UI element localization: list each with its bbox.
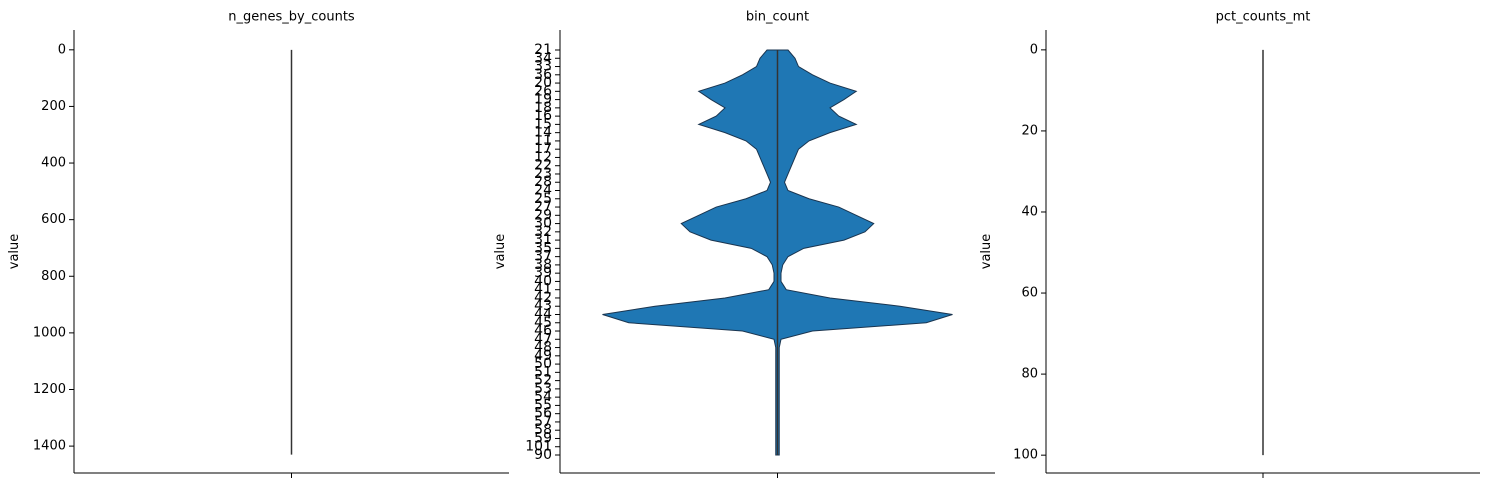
y-tick-label: 1200 [33, 382, 66, 397]
y-tick-label: 57 [534, 414, 552, 430]
y-tick-label: 20 [1021, 123, 1038, 138]
y-tick-label: 16 [534, 108, 552, 124]
y-tick-label: 51 [534, 364, 552, 380]
y-tick-label: 41 [534, 282, 552, 298]
y-tick-label: 56 [534, 406, 552, 422]
y-tick-label: 28 [534, 174, 552, 190]
y-tick-label: 26 [534, 83, 552, 99]
y-tick-label: 101 [525, 439, 552, 455]
y-tick-label: 1400 [33, 439, 66, 454]
y-tick-label: 58 [534, 422, 552, 438]
y-tick-label: 31 [534, 232, 552, 248]
y-tick-label: 60 [1021, 286, 1038, 301]
y-tick-label: 33 [534, 59, 552, 75]
y-axis-label: value [979, 234, 994, 270]
y-tick-label: 30 [534, 216, 552, 232]
y-tick-label: 34 [534, 50, 552, 66]
y-tick-label: 0 [1030, 42, 1038, 57]
y-tick-label: 90 [534, 447, 552, 463]
y-tick-label: 600 [41, 212, 66, 227]
y-tick-label: 27 [534, 199, 552, 215]
y-tick-label: 18 [534, 100, 552, 116]
y-tick-label: 48 [534, 340, 552, 356]
y-tick-label: 11 [534, 133, 552, 149]
y-tick-label: 21 [534, 42, 552, 58]
y-tick-label: 53 [534, 381, 552, 397]
y-tick-label: 43 [534, 298, 552, 314]
y-tick-label: 12 [534, 149, 552, 165]
y-tick-label: 36 [534, 67, 552, 83]
y-tick-label: 15 [534, 116, 552, 132]
y-tick-label: 37 [534, 249, 552, 265]
y-axis-label: value [493, 234, 508, 270]
y-tick-label: 0 [58, 42, 66, 57]
y-tick-label: 19 [534, 92, 552, 108]
y-tick-label: 20 [534, 75, 552, 91]
y-tick-label: 46 [534, 323, 552, 339]
y-tick-label: 17 [534, 141, 552, 157]
y-tick-label: 49 [534, 348, 552, 364]
y-tick-label: 29 [534, 207, 552, 223]
panel-title: bin_count [746, 10, 809, 25]
y-tick-label: 400 [41, 156, 66, 171]
y-tick-label: 44 [534, 306, 552, 322]
y-tick-label: 54 [534, 389, 552, 405]
y-tick-label: 80 [1021, 367, 1038, 382]
panel-title: pct_counts_mt [1216, 10, 1311, 25]
y-tick-label: 40 [1021, 204, 1038, 219]
y-tick-label: 14 [534, 125, 552, 141]
y-tick-label: 42 [534, 290, 552, 306]
y-tick-label: 25 [534, 191, 552, 207]
y-tick-label: 100 [1013, 448, 1038, 463]
y-tick-label: 24 [534, 183, 552, 199]
y-tick-label: 45 [534, 315, 552, 331]
y-tick-label: 40 [534, 273, 552, 289]
y-tick-label: 38 [534, 257, 552, 273]
y-axis-label: value [7, 234, 22, 270]
y-tick-label: 47 [534, 331, 552, 347]
y-tick-label: 59 [534, 430, 552, 446]
y-tick-label: 50 [534, 356, 552, 372]
y-tick-label: 39 [534, 265, 552, 281]
y-tick-label: 52 [534, 373, 552, 389]
y-tick-label: 32 [534, 224, 552, 240]
y-tick-label: 55 [534, 397, 552, 413]
panel-title: n_genes_by_counts [228, 10, 355, 25]
y-tick-label: 800 [41, 269, 66, 284]
y-tick-label: 1000 [33, 325, 66, 340]
y-tick-label: 22 [534, 158, 552, 174]
y-tick-label: 35 [534, 240, 552, 256]
y-tick-label: 23 [534, 166, 552, 182]
y-tick-label: 200 [41, 99, 66, 114]
